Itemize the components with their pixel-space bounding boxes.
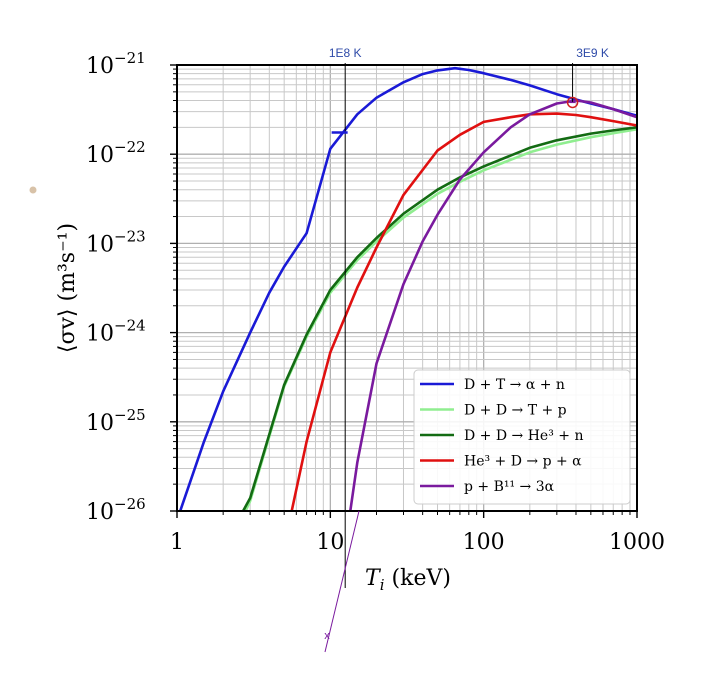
y-tick-label: 10−22 [86,138,146,168]
y-tick-label: 10−24 [86,317,146,347]
series-line-0 [178,66,637,511]
cross-mark: x [324,630,330,642]
legend-label-3: He³ + D → p + α [464,454,582,470]
stray-dot [29,186,37,194]
pb11-extension-line [324,510,360,653]
legend-label-2: D + D → He³ + n [464,428,583,444]
marker-label-1e8: 1E8 K [329,46,362,60]
legend-label-4: p + B¹¹ → 3α [464,479,555,495]
y-tick-label: 10−26 [86,495,146,525]
x-tick-label: 10 [316,530,344,555]
y-tick-label: 10−21 [86,49,146,79]
legend-label-0: D + T → α + n [464,377,565,393]
chart-series [178,66,637,511]
x-tick-label: 1000 [609,530,665,555]
series-line-4 [348,99,637,511]
marker-label-3e9: 3E9 K [576,46,609,60]
x-axis-title: Ti (keV) [365,566,451,594]
legend-label-1: D + D → T + p [464,403,567,419]
y-tick-label: 10−23 [86,227,146,257]
series-clip-group [178,66,637,511]
x-tick-label: 100 [463,530,505,555]
chart-legend: D + T → α + n D + D → T + p D + D → He³ + … [413,369,631,505]
series-line-2 [241,126,637,511]
plot-frame [176,64,638,512]
legend-box [413,369,631,505]
axis-ticks: 1 10 100 1000 10−21 10−22 10−23 10−24 10−25 10−26 [86,49,665,555]
y-tick-label: 10−25 [86,406,146,436]
y-axis-title: ⟨σv⟩ (m³s⁻¹) [55,223,80,353]
intersection-circle [566,96,579,109]
x-tick-label: 1 [170,530,184,555]
temperature-annotations: 1E8 K 3E9 K x [324,46,609,653]
series-line-3 [290,112,637,511]
